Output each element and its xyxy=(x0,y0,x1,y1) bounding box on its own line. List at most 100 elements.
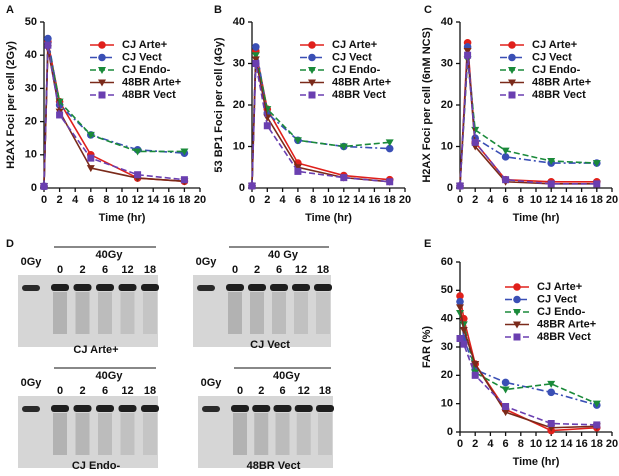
lane-label: 12 xyxy=(121,385,133,397)
smear xyxy=(272,292,286,334)
x-axis-title: Time (hr) xyxy=(305,212,352,224)
control-label: 0Gy xyxy=(21,377,43,389)
x-axis-title: Time (hr) xyxy=(99,212,146,224)
legend-label: CJ Arte+ xyxy=(332,39,377,51)
legend-marker xyxy=(513,283,521,291)
marker xyxy=(501,378,510,387)
marker xyxy=(547,380,556,388)
panel-label: A xyxy=(6,4,14,16)
legend-label: 48BR Vect xyxy=(122,89,176,101)
x-tick-label: 4 xyxy=(72,194,79,206)
marker xyxy=(86,165,95,173)
x-tick-label: 14 xyxy=(560,194,573,206)
legend-label: CJ Vect xyxy=(537,293,577,305)
legend-label: CJ Arte+ xyxy=(122,39,167,51)
y-tick-label: 40 xyxy=(441,313,453,325)
band xyxy=(96,284,114,291)
legend-label: CJ Vect xyxy=(332,51,372,63)
smear xyxy=(228,292,242,334)
legend-label: 48BR Arte+ xyxy=(532,76,591,88)
x-tick-label: 16 xyxy=(575,194,587,206)
marker xyxy=(339,143,348,151)
y-tick-label: 50 xyxy=(25,16,37,28)
smear xyxy=(75,292,90,334)
x-tick-label: 18 xyxy=(591,194,603,206)
series-line xyxy=(251,63,390,186)
x-tick-label: 4 xyxy=(487,438,494,450)
legend-marker xyxy=(98,53,106,62)
x-tick-label: 0 xyxy=(41,194,47,206)
x-tick-label: 20 xyxy=(606,194,618,206)
x-tick-label: 16 xyxy=(368,194,380,206)
marker xyxy=(252,43,260,51)
marker xyxy=(501,386,510,394)
smear xyxy=(143,413,157,455)
lane-label: 18 xyxy=(144,264,156,276)
x-tick-label: 14 xyxy=(147,194,160,206)
dose-label: 40Gy xyxy=(96,370,124,382)
y-tick-label: 0 xyxy=(31,182,37,194)
smear xyxy=(120,413,135,455)
marker xyxy=(471,371,479,379)
band xyxy=(294,405,313,412)
legend-marker xyxy=(308,53,316,62)
x-tick-label: 16 xyxy=(575,438,587,450)
series-line xyxy=(43,48,185,187)
marker xyxy=(460,340,468,348)
x-tick-label: 10 xyxy=(530,194,542,206)
dose-label: 40Gy xyxy=(273,370,301,382)
y-tick-label: 20 xyxy=(441,99,453,111)
legend-label: 48BR Arte+ xyxy=(537,318,596,330)
x-tick-label: 6 xyxy=(295,194,301,206)
smear xyxy=(250,292,264,334)
y-tick-label: 20 xyxy=(441,369,453,381)
legend-marker xyxy=(308,67,316,74)
panel-label: E xyxy=(424,238,431,250)
marker xyxy=(547,420,555,427)
smear xyxy=(53,413,67,455)
legend-marker xyxy=(508,41,516,49)
x-tick-label: 12 xyxy=(338,194,350,206)
marker xyxy=(180,148,189,156)
marker xyxy=(251,52,260,60)
x-tick-label: 14 xyxy=(353,194,366,206)
band xyxy=(231,405,249,412)
legend-marker xyxy=(508,79,516,87)
marker xyxy=(463,48,472,56)
legend-marker xyxy=(513,333,521,341)
y-tick-label: 30 xyxy=(441,57,453,69)
marker xyxy=(464,51,472,59)
x-tick-label: 8 xyxy=(103,194,109,206)
x-tick-label: 12 xyxy=(545,438,557,450)
series-line xyxy=(251,59,390,186)
x-tick-label: 4 xyxy=(487,194,494,206)
y-axis-title: 53 BP1 Foci per cell (4Gy) xyxy=(213,37,225,172)
legend-marker xyxy=(308,41,316,49)
series-line xyxy=(459,55,597,186)
marker xyxy=(459,327,468,334)
band xyxy=(252,405,271,412)
legend-marker xyxy=(513,321,521,329)
lane-label: 12 xyxy=(295,264,307,276)
marker xyxy=(263,114,272,122)
x-tick-label: 0 xyxy=(457,438,463,450)
series-line xyxy=(459,59,597,186)
lane-label: 0 xyxy=(237,385,243,397)
lane-label: 6 xyxy=(276,264,282,276)
x-tick-label: 12 xyxy=(545,194,557,206)
x-tick-label: 8 xyxy=(518,194,524,206)
panel-label: C xyxy=(424,4,432,16)
lane-label: 2 xyxy=(79,385,85,397)
y-tick-label: 40 xyxy=(441,16,453,28)
x-tick-label: 10 xyxy=(322,194,334,206)
legend-label: CJ Arte+ xyxy=(532,39,577,51)
legend-label: CJ Endo- xyxy=(532,64,581,76)
marker xyxy=(252,60,260,67)
band xyxy=(292,284,310,291)
marker xyxy=(502,403,510,410)
legend-marker xyxy=(98,79,106,87)
smear xyxy=(98,292,112,334)
blot-caption: CJ Endo- xyxy=(72,460,121,472)
marker xyxy=(471,361,480,368)
